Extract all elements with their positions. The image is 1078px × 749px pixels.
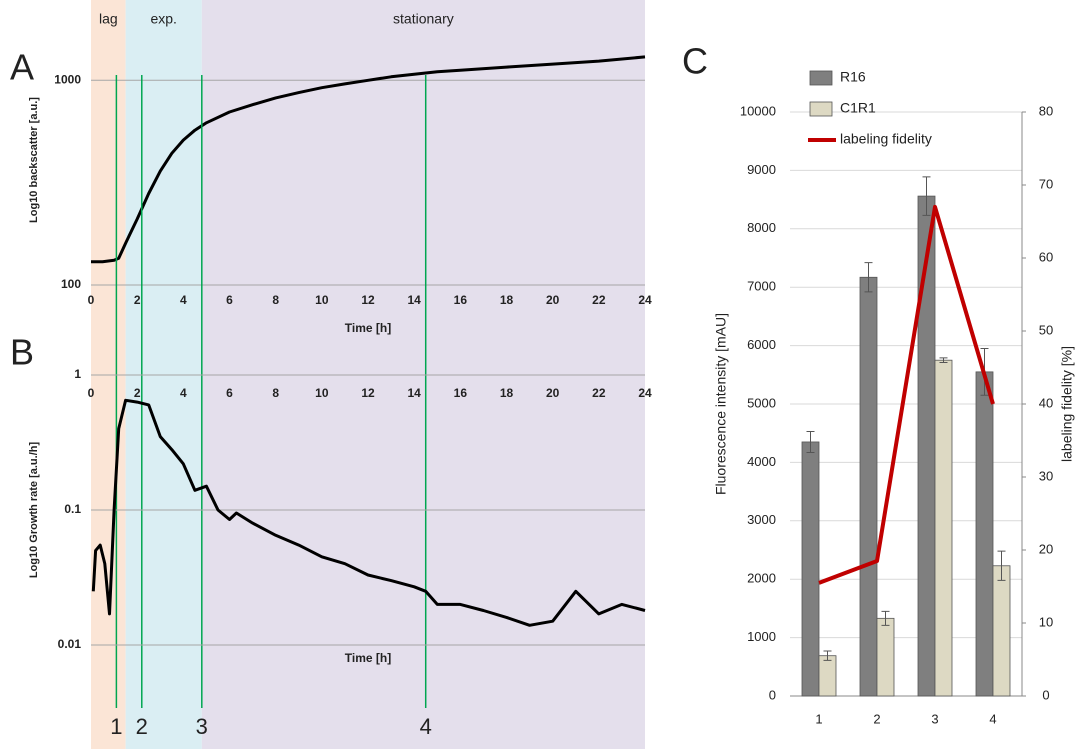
panel-letter: B [10, 332, 34, 373]
x-tick-label: 16 [454, 386, 468, 400]
y2-tick-label: 40 [1039, 395, 1053, 410]
y-tick-label: 6000 [747, 337, 776, 352]
bar [975, 371, 994, 697]
time-marker-label: 1 [110, 714, 122, 739]
bar [934, 359, 953, 697]
x-tick-label: 6 [226, 386, 233, 400]
x-tick-label: 18 [500, 293, 514, 307]
y-axis-label: Log10 Growth rate [a.u./h] [28, 442, 40, 579]
x-tick-label: 10 [315, 386, 329, 400]
x-tick-label: 20 [546, 386, 560, 400]
bar [876, 617, 895, 697]
x-tick-label: 22 [592, 293, 606, 307]
x-tick-label: 12 [361, 386, 375, 400]
y-tick-label: 1000 [747, 629, 776, 644]
data-line [91, 398, 646, 627]
phase-label: lag [99, 11, 118, 27]
y-tick-label: 2000 [747, 571, 776, 586]
bar [801, 441, 820, 697]
error-bar [823, 650, 832, 661]
y-axis-label: Log10 backscatter [a.u.] [28, 97, 40, 223]
y-axis-label: Fluorescence intensity [mAU] [713, 313, 729, 495]
error-bar [864, 262, 873, 293]
y-tick-label: 1000 [54, 72, 81, 86]
x-tick-label: 12 [361, 293, 375, 307]
panel-letter: C [682, 41, 708, 82]
legend-swatch [809, 101, 833, 117]
y-tick-label: 3000 [747, 512, 776, 527]
y2-tick-label: 80 [1039, 103, 1053, 118]
data-line [91, 55, 646, 264]
x-tick-label: 2 [134, 386, 141, 400]
panel-letter: A [10, 47, 34, 88]
x-tick-label: 4 [180, 293, 187, 307]
x-tick-label: 18 [500, 386, 514, 400]
legend-label: C1R1 [840, 100, 876, 116]
x-tick-label: 0 [88, 386, 95, 400]
time-marker-label: 4 [420, 714, 432, 739]
y-tick-label: 0 [769, 687, 776, 702]
x-tick-label: 3 [931, 711, 938, 726]
x-tick-label: 2 [873, 711, 880, 726]
x-tick-label: 0 [88, 293, 95, 307]
y-tick-label: 0.01 [58, 637, 82, 651]
x-tick-label: 8 [272, 293, 279, 307]
x-tick-label: 10 [315, 293, 329, 307]
y-tick-label: 10000 [740, 103, 776, 118]
error-bar [997, 550, 1006, 581]
x-tick-label: 24 [638, 293, 652, 307]
x-tick-label: 4 [989, 711, 996, 726]
x-tick-label: 24 [638, 386, 652, 400]
y-tick-label: 100 [61, 277, 81, 291]
x-tick-label: 6 [226, 293, 233, 307]
error-bar [806, 430, 815, 453]
x-tick-label: 14 [407, 386, 421, 400]
x-tick-label: 22 [592, 386, 606, 400]
time-marker-label: 2 [136, 714, 148, 739]
x-tick-label: 8 [272, 386, 279, 400]
x-tick-label: 4 [180, 386, 187, 400]
y-tick-label: 8000 [747, 220, 776, 235]
phase-label: stationary [393, 11, 454, 27]
y-tick-label: 1 [74, 367, 81, 381]
legend-label: R16 [840, 69, 866, 85]
y-tick-label: 4000 [747, 454, 776, 469]
y2-tick-label: 50 [1039, 322, 1053, 337]
bar [859, 276, 878, 697]
y2-tick-label: 10 [1039, 614, 1053, 629]
y-tick-label: 7000 [747, 279, 776, 294]
y-tick-label: 0.1 [64, 502, 81, 516]
bar [992, 565, 1011, 697]
time-marker-label: 3 [196, 714, 208, 739]
phase-label: exp. [150, 11, 176, 27]
error-bar [939, 357, 948, 364]
y-tick-label: 5000 [747, 395, 776, 410]
legend-swatch [809, 70, 833, 86]
x-tick-label: 14 [407, 293, 421, 307]
y-tick-label: 9000 [747, 162, 776, 177]
x-axis-label: Time [h] [345, 321, 391, 335]
x-tick-label: 20 [546, 293, 560, 307]
error-bar [922, 176, 931, 216]
y2-tick-label: 0 [1042, 687, 1049, 702]
y2-tick-label: 30 [1039, 468, 1053, 483]
y2-tick-label: 20 [1039, 541, 1053, 556]
data-line [818, 204, 995, 585]
bar [818, 655, 837, 697]
x-axis-label: Time [h] [345, 651, 391, 665]
x-tick-label: 1 [815, 711, 822, 726]
legend-label: labeling fidelity [840, 131, 932, 147]
y2-tick-label: 70 [1039, 176, 1053, 191]
error-bar [881, 610, 890, 626]
y2-tick-label: 60 [1039, 249, 1053, 264]
y2-axis-label: labeling fidelity [%] [1059, 346, 1075, 462]
x-tick-label: 2 [134, 293, 141, 307]
x-tick-label: 16 [454, 293, 468, 307]
